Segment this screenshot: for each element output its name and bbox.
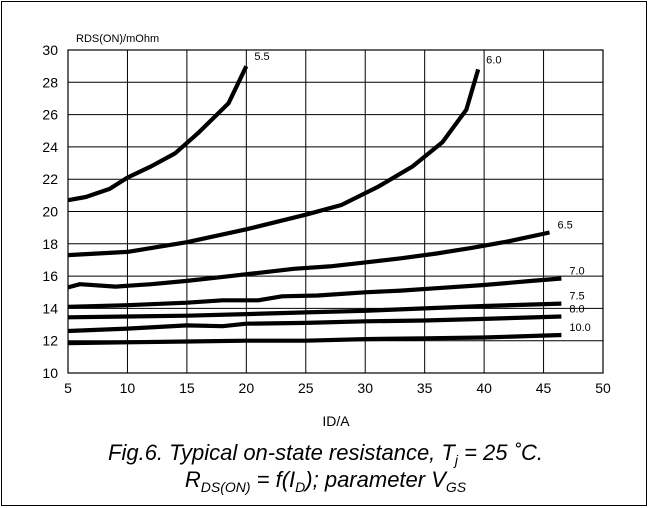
x-tick-label: 25 [298,380,314,396]
y-tick-label: 28 [42,74,58,90]
series-line-vgs-10.0 [67,332,562,346]
x-tick-label: 45 [536,380,552,396]
y-tick-label: 12 [42,333,58,349]
caption-line2-c-sub: GS [445,479,467,495]
series-line-vgs-8.0 [67,314,562,334]
y-tick-label: 14 [42,300,58,316]
series-label-vgs-7.0: 7.0 [569,266,584,278]
caption-line-2: RDS(ON) = f(ID); parameter VGS [0,467,651,500]
x-tick-label: 15 [179,380,195,396]
chart-series [67,65,562,346]
series-line-vgs-7.5 [67,301,562,320]
series-label-vgs-7.5: 7.5 [569,291,584,303]
y-tick-label: 16 [42,268,58,284]
caption-line2-b-sub: D [295,479,306,495]
y-tick-label: 26 [42,107,58,123]
x-axis-label: ID/A [322,413,350,429]
caption-line1-prefix: Fig.6. Typical on-state resistance, T [108,440,455,465]
x-tick-label: 30 [357,380,373,396]
chart-series-labels: 5.5 6.0 6.5 7.0 7.58.0 10.0 [254,51,590,334]
caption-line2-c: ); parameter V [305,467,446,492]
series-line-vgs-6.5 [67,230,550,290]
caption-line2-a-sub: DS(ON) [200,479,251,495]
series-label-vgs-6.0: 6.0 [486,54,501,66]
series-label-vgs-8.0: 8.0 [569,303,584,315]
series-line-vgs-7.0 [67,276,562,309]
y-tick-label: 10 [42,365,58,381]
caption-line1-sub: j [454,452,458,468]
y-axis-label: RDS(ON)/mOhm [76,33,159,45]
series-label-vgs-10.0: 10.0 [569,322,590,334]
x-tick-label: 20 [239,380,255,396]
x-tick-label: 40 [476,380,492,396]
caption-line2-a: R [184,467,201,492]
x-tick-label: 5 [64,380,72,396]
chart-svg: 5 10 15 20 25 30 35 40 45 50 10 12 14 16 18 20 22 24 26 28 3… [42,33,611,429]
series-label-vgs-6.5: 6.5 [558,219,573,231]
y-tick-label: 22 [42,171,58,187]
series-line-vgs-5.5 [67,65,249,203]
caption-line-1: Fig.6. Typical on-state resistance, Tj =… [0,440,651,473]
x-tick-label: 10 [120,380,136,396]
chart-grid [67,49,604,374]
series-line-vgs-6.0 [67,68,481,258]
y-tick-label: 30 [42,42,58,58]
y-tick-label: 18 [42,236,58,252]
x-tick-label: 35 [417,380,433,396]
x-tick-label: 50 [595,380,611,396]
series-label-vgs-5.5: 5.5 [254,51,269,63]
y-tick-label: 20 [42,204,58,220]
y-tick-label: 24 [42,139,58,155]
caption-line1-suffix: = 25 ˚C. [457,440,543,465]
chart-ticks: 5 10 15 20 25 30 35 40 45 50 10 12 14 16 18 20 22 24 26 28 3… [42,42,611,396]
caption-line2-b: = f(I [250,467,296,492]
